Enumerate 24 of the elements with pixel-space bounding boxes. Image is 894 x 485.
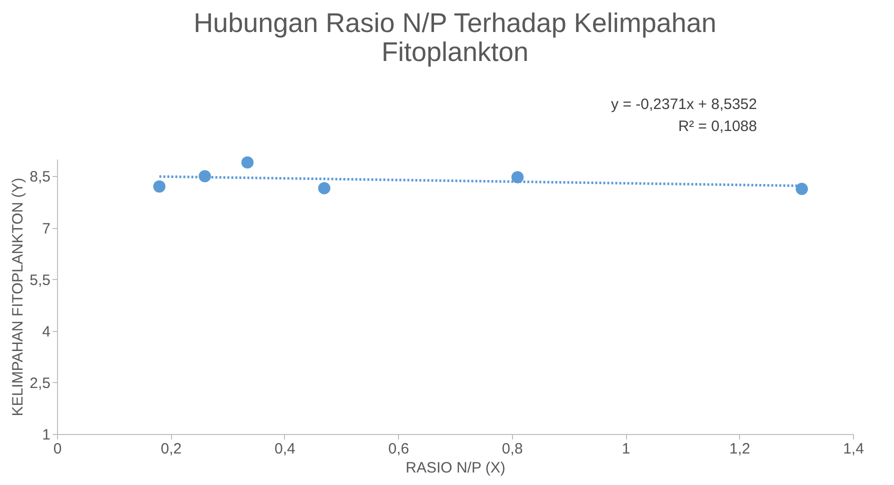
x-tick-label: 0,4 (274, 440, 296, 458)
y-tick-label: 7 (42, 220, 50, 238)
point (153, 180, 166, 193)
text: y = -0,2371x + 8,5352 (611, 96, 757, 113)
y-tick-label: 2,5 (30, 374, 50, 392)
point (318, 182, 330, 194)
y-tick-label: 8,5 (30, 168, 50, 186)
x-tick-label: 0,8 (502, 440, 523, 458)
x-tick-label: 0 (53, 440, 62, 458)
point (511, 171, 524, 184)
x-tick-label: 0,6 (388, 440, 410, 458)
x-axis-title: RASIO N/P (X) (406, 460, 506, 476)
y-tick-label: 5,5 (30, 272, 50, 289)
text: R² = 0,1088 (678, 118, 757, 135)
y-axis-title: KELIMPAHAN FITOPLANKTON (Y) (10, 178, 27, 416)
x-tick-label: 1,2 (729, 440, 750, 458)
chart-title: Hubungan Rasio N/P Terhadap Kelimpahan Fitoplankton (194, 8, 716, 67)
point (241, 156, 254, 169)
y-tick-label: 4 (42, 323, 50, 340)
y-tick-label: 1 (42, 426, 50, 444)
x-tick-label: 1,4 (843, 440, 864, 458)
x-tick-label: 1 (622, 440, 630, 458)
point (796, 182, 808, 196)
x-tick-label: 0,2 (160, 440, 182, 458)
